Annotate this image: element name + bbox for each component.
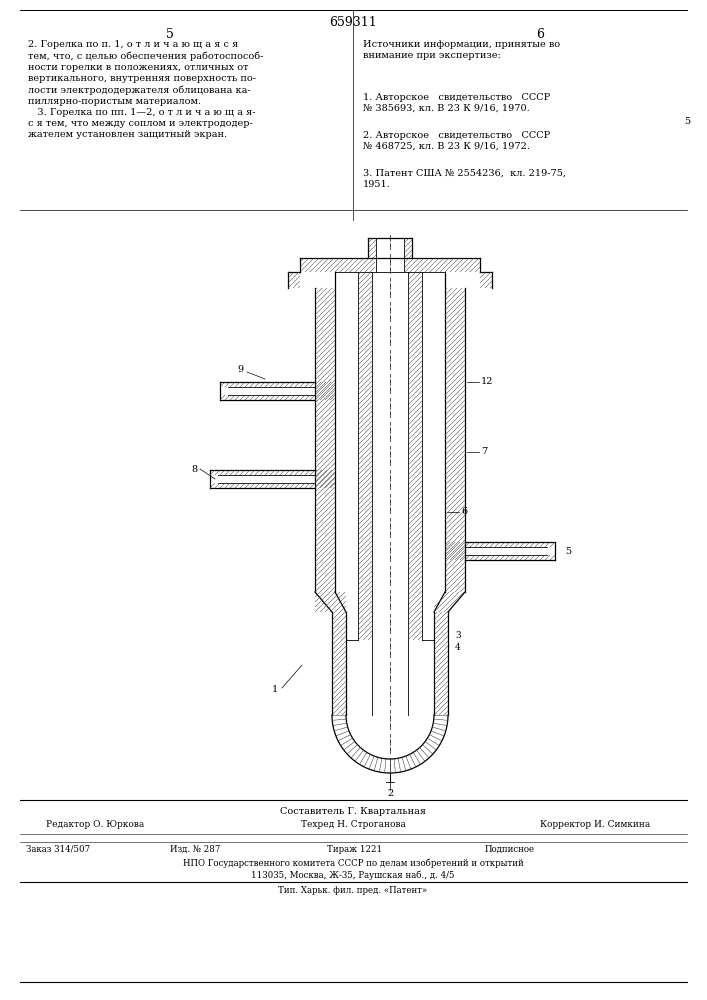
- Text: Составитель Г. Квартальная: Составитель Г. Квартальная: [280, 807, 426, 816]
- Text: 9: 9: [237, 365, 243, 374]
- Text: 12: 12: [481, 377, 493, 386]
- Text: 6: 6: [461, 508, 467, 516]
- Text: Заказ 314/507: Заказ 314/507: [26, 845, 90, 854]
- Text: 3: 3: [455, 631, 461, 640]
- Text: Источники информации, принятые во
внимание при экспертизе:: Источники информации, принятые во вниман…: [363, 40, 560, 60]
- Text: 2. Авторское   свидетельство   СССР
№ 468725, кл. В 23 К 9/16, 1972.: 2. Авторское свидетельство СССР № 468725…: [363, 131, 550, 151]
- Text: 2. Горелка по п. 1, о т л и ч а ю щ а я с я
тем, что, с целью обеспечения работо: 2. Горелка по п. 1, о т л и ч а ю щ а я …: [28, 40, 264, 139]
- Text: Техред Н. Строганова: Техред Н. Строганова: [300, 820, 405, 829]
- Text: 113035, Москва, Ж-35, Раушская наб., д. 4/5: 113035, Москва, Ж-35, Раушская наб., д. …: [251, 870, 455, 880]
- Text: Изд. № 287: Изд. № 287: [170, 845, 220, 854]
- Text: 5: 5: [684, 117, 690, 126]
- Text: 2: 2: [387, 790, 393, 798]
- Text: 4: 4: [455, 643, 461, 652]
- Text: 5: 5: [565, 546, 571, 556]
- Text: Подписное: Подписное: [485, 845, 535, 854]
- Text: 5: 5: [166, 28, 174, 41]
- Text: Корректор И. Симкина: Корректор И. Симкина: [540, 820, 650, 829]
- Text: 1: 1: [272, 686, 278, 694]
- Text: 8: 8: [192, 464, 198, 474]
- Text: 6: 6: [536, 28, 544, 41]
- Text: 3. Патент США № 2554236,  кл. 219-75,
1951.: 3. Патент США № 2554236, кл. 219-75, 195…: [363, 169, 566, 189]
- Text: 7: 7: [481, 448, 487, 456]
- Text: Редактор О. Юркова: Редактор О. Юркова: [46, 820, 144, 829]
- Text: 1. Авторское   свидетельство   СССР
№ 385693, кл. В 23 К 9/16, 1970.: 1. Авторское свидетельство СССР № 385693…: [363, 93, 550, 113]
- Text: НПО Государственного комитета СССР по делам изобретений и открытий: НПО Государственного комитета СССР по де…: [182, 858, 523, 867]
- Text: Тип. Харьк. фил. пред. «Патент»: Тип. Харьк. фил. пред. «Патент»: [279, 886, 428, 895]
- Text: 659311: 659311: [329, 15, 377, 28]
- Text: Тираж 1221: Тираж 1221: [327, 845, 382, 854]
